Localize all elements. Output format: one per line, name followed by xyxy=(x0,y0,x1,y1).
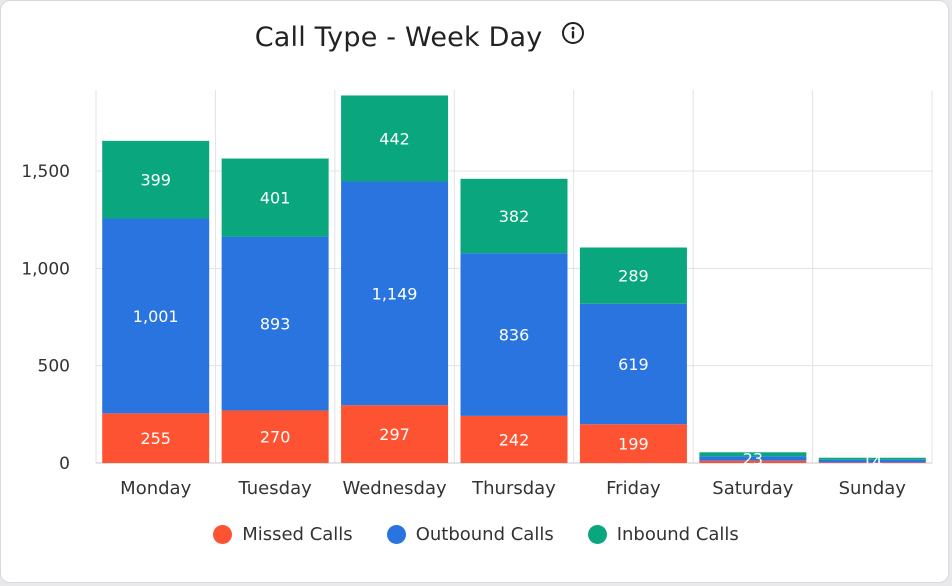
bar-value-label: 836 xyxy=(499,326,530,345)
bar-segment[interactable] xyxy=(579,303,687,425)
bar-value-label: 382 xyxy=(499,207,530,226)
y-tick-label: 1,500 xyxy=(21,162,70,182)
bar-segment[interactable] xyxy=(818,457,926,460)
bar-value-label: 1,149 xyxy=(372,284,418,303)
bar-value-label: 1,001 xyxy=(133,307,179,326)
bar-segment[interactable] xyxy=(102,413,210,463)
bar-value-label: 270 xyxy=(260,428,291,447)
bar-segment[interactable] xyxy=(699,456,807,461)
bar-segment[interactable] xyxy=(102,140,210,219)
bar-value-label: 297 xyxy=(379,425,410,444)
bar-value-label: 23 xyxy=(743,449,763,468)
bar-value-label: 14 xyxy=(862,452,882,471)
bar-value-label: 199 xyxy=(618,435,649,454)
y-tick-label: 500 xyxy=(38,357,70,377)
bars xyxy=(102,95,926,463)
bar-segment[interactable] xyxy=(221,158,329,237)
legend-label: Inbound Calls xyxy=(616,524,739,545)
legend-item[interactable]: Inbound Calls xyxy=(587,524,739,545)
x-tick-label: Thursday xyxy=(471,478,556,499)
bar-segment[interactable] xyxy=(460,253,568,416)
bar-segment[interactable] xyxy=(221,410,329,463)
bar-segment[interactable] xyxy=(341,181,449,406)
y-axis-ticks: 0 500 1,000 1,500 xyxy=(21,162,70,474)
legend-item[interactable]: Outbound Calls xyxy=(386,524,554,545)
bar-value-label: 442 xyxy=(379,129,410,148)
x-tick-label: Wednesday xyxy=(342,478,447,499)
bar-segment[interactable] xyxy=(102,218,210,414)
legend-dot xyxy=(587,525,607,544)
legend-dot xyxy=(386,525,406,544)
bar-value-label: 399 xyxy=(140,171,171,190)
bar-segment[interactable] xyxy=(341,405,449,463)
y-tick-label: 1,000 xyxy=(21,259,70,279)
x-tick-label: Sunday xyxy=(839,478,907,499)
bar-segment[interactable] xyxy=(460,415,568,463)
bar-value-labels: 255 1,001 399 270 893 401 297 1,149 442 242 836 382… xyxy=(133,129,883,471)
x-tick-label: Tuesday xyxy=(238,478,313,499)
bar-segment[interactable] xyxy=(818,459,926,463)
x-tick-label: Monday xyxy=(120,478,191,499)
bar-segment[interactable] xyxy=(699,452,807,457)
bar-value-label: 242 xyxy=(499,430,530,449)
chart-legend: Missed Calls Outbound Calls Inbound Calls xyxy=(0,524,952,545)
chart-title-row: Call Type - Week Day xyxy=(0,22,840,53)
chart-title: Call Type - Week Day xyxy=(254,22,543,53)
bar-segment[interactable] xyxy=(579,424,687,463)
y-tick-label: 0 xyxy=(59,454,70,474)
bar-value-label: 401 xyxy=(260,189,291,208)
bar-segment[interactable] xyxy=(579,247,687,304)
legend-label: Outbound Calls xyxy=(415,524,554,545)
x-tick-label: Friday xyxy=(606,478,661,499)
bar-segment[interactable] xyxy=(699,460,807,463)
bar-value-label: 619 xyxy=(618,355,649,374)
legend-label: Missed Calls xyxy=(242,524,353,545)
x-tick-label: Saturday xyxy=(712,478,793,499)
bar-value-label: 255 xyxy=(140,429,171,448)
info-icon[interactable] xyxy=(561,21,585,52)
bar-segment[interactable] xyxy=(221,236,329,411)
bar-segment[interactable] xyxy=(460,178,568,254)
legend-dot xyxy=(213,525,233,544)
bar-value-label: 893 xyxy=(260,315,291,334)
legend-item[interactable]: Missed Calls xyxy=(213,524,353,545)
bar-segment[interactable] xyxy=(341,95,449,182)
x-axis-ticks: Monday Tuesday Wednesday Thursday Friday Satu… xyxy=(120,478,906,499)
bar-segment[interactable] xyxy=(818,462,926,463)
bar-value-label: 289 xyxy=(618,267,649,286)
